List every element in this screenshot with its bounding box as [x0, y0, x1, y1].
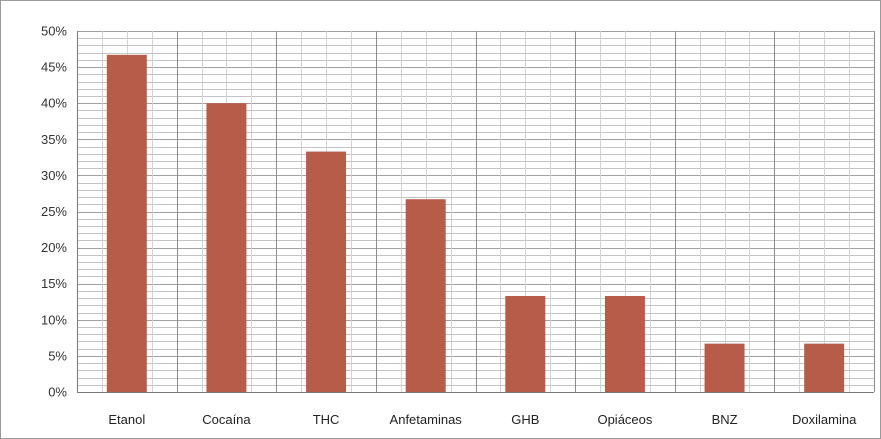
- x-category-label: GHB: [511, 412, 539, 427]
- bar-etanol: [106, 54, 147, 393]
- y-tick-label: 35%: [41, 132, 67, 147]
- bar-ghb: [505, 295, 546, 392]
- x-category-label: THC: [313, 412, 340, 427]
- x-category-label: Doxilamina: [792, 412, 857, 427]
- y-tick-label: 20%: [41, 240, 67, 255]
- bars: [106, 54, 845, 393]
- bar-opiáceos: [604, 295, 645, 392]
- x-category-label: Opiáceos: [597, 412, 652, 427]
- y-tick-label: 40%: [41, 96, 67, 111]
- y-tick-label: 45%: [41, 60, 67, 75]
- x-category-label: Cocaína: [202, 412, 251, 427]
- bar-anfetaminas: [405, 199, 446, 392]
- x-category-label: Anfetaminas: [390, 412, 463, 427]
- bar-thc: [306, 151, 347, 392]
- x-axis-category-labels: Etanol Cocaína THC Anfetaminas GHB Opiáceos BN…: [108, 412, 857, 427]
- y-axis-tick-labels: 0% 5% 10% 15% 20% 25% 30% 35% 40% 45% 50%: [41, 24, 67, 400]
- gridlines: [77, 31, 874, 393]
- x-category-label: BNZ: [712, 412, 738, 427]
- y-tick-label: 50%: [41, 24, 67, 39]
- category-separators: [77, 31, 875, 392]
- y-tick-label: 30%: [41, 168, 67, 183]
- y-tick-label: 0%: [48, 385, 67, 400]
- bar-cocaína: [206, 103, 247, 392]
- y-tick-label: 10%: [41, 312, 67, 327]
- y-tick-label: 15%: [41, 276, 67, 291]
- y-tick-label: 25%: [41, 204, 67, 219]
- x-category-label: Etanol: [108, 412, 145, 427]
- bar-bnz: [704, 343, 745, 392]
- y-tick-label: 5%: [48, 348, 67, 363]
- bar-doxilamina: [804, 343, 845, 392]
